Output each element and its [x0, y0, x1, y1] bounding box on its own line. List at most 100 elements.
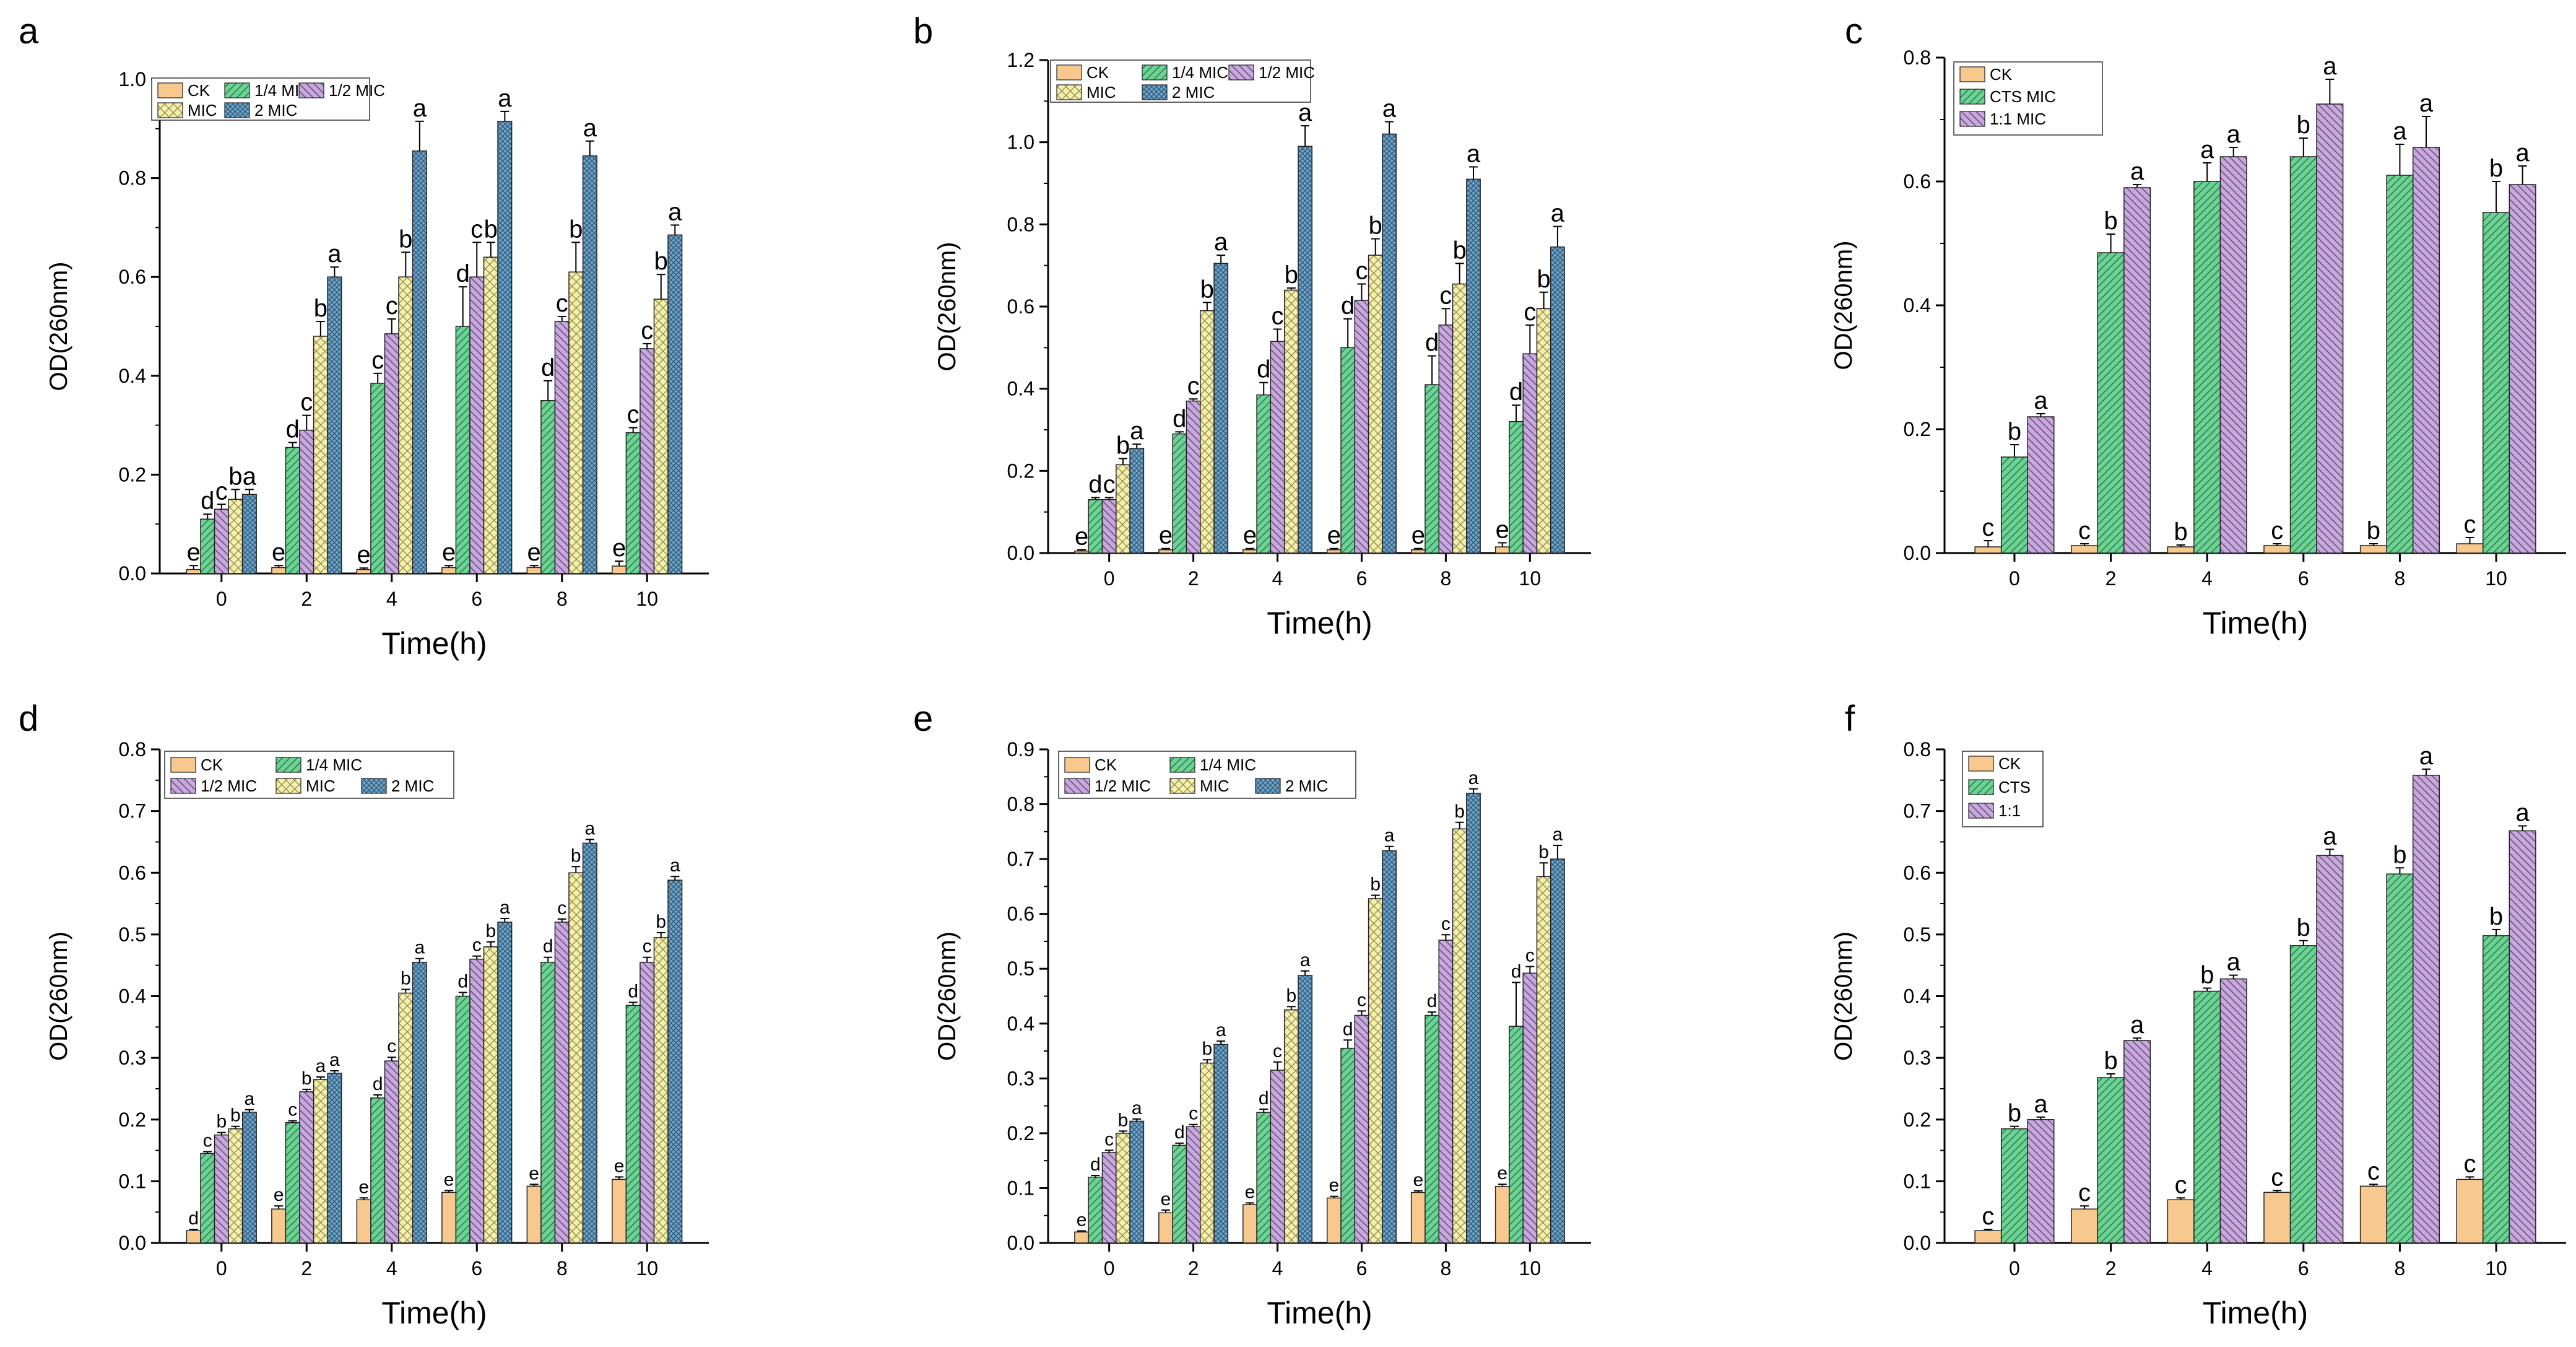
bar-b-mic-t4 [1283, 289, 1299, 554]
bar-d-1-2-mic-t8 [554, 922, 570, 1244]
significance-letter-a: d [541, 354, 555, 381]
y-tick-label-c: 0.6 [1904, 170, 1931, 193]
bar-c-ck-t6 [2263, 545, 2291, 554]
significance-letter-a: d [286, 416, 300, 443]
bar-e-1-4-mic-t4 [1256, 1112, 1272, 1244]
x-tick-label-b: 10 [1519, 567, 1542, 590]
y-tick-label-f: 0.4 [1904, 985, 1931, 1008]
x-tick-label-a: 2 [301, 588, 312, 610]
bar-f-cts-t2 [2097, 1077, 2125, 1244]
bar-b-1-4-mic-t8 [1425, 384, 1440, 554]
bar-e-ck-t0 [1074, 1231, 1089, 1244]
bar-b-ck-t8 [1410, 549, 1426, 554]
legend-label-e: 1/2 MIC [1095, 777, 1151, 795]
bar-e-ck-t10 [1494, 1186, 1510, 1244]
y-tick-label-f: 0.6 [1904, 861, 1931, 884]
bar-f-ck-t8 [2359, 1185, 2387, 1244]
x-tick-label-f: 0 [2009, 1257, 2020, 1279]
significance-letter-e: d [1343, 1019, 1353, 1039]
significance-letter-b: e [1327, 522, 1341, 549]
legend-c: CK CTS MIC 1:1 MIC [1953, 61, 2103, 136]
y-tick-label-d: 0.2 [119, 1109, 146, 1131]
significance-letter-a: a [243, 463, 257, 490]
bar-b-1-2-mic-t6 [1354, 300, 1369, 554]
bar-a-ck-t0 [186, 569, 201, 574]
bar-a-1-2-mic-t10 [640, 348, 655, 574]
legend-swatch-c [1959, 89, 1985, 105]
legend-swatch-f [1968, 803, 1994, 819]
significance-letter-e: d [1174, 1122, 1185, 1143]
significance-letter-a: e [612, 534, 626, 562]
significance-letter-f: c [1982, 1203, 1994, 1230]
significance-letter-a: e [187, 539, 201, 566]
significance-letter-d: d [628, 981, 638, 1001]
legend-label-d: 2 MIC [391, 777, 434, 795]
panel-label-e: e [913, 699, 933, 739]
legend-label-b: 2 MIC [1172, 83, 1215, 102]
bar-a-2-mic-t6 [497, 121, 513, 574]
significance-letter-b: c [1187, 372, 1200, 399]
significance-letter-b: a [1551, 200, 1565, 227]
significance-letter-f: c [2464, 1150, 2476, 1177]
bar-a-2-mic-t2 [327, 276, 342, 574]
bar-f-ck-t0 [1974, 1230, 2002, 1244]
legend-label-e: MIC [1200, 777, 1229, 795]
significance-letter-b: a [1130, 417, 1144, 445]
bar-d-2-mic-t2 [327, 1073, 342, 1244]
bar-a-1-4-mic-t8 [540, 399, 556, 574]
bar-a-mic-t2 [313, 336, 328, 574]
significance-letter-d: a [670, 855, 680, 876]
y-axis-title-d: OD(260nm) [45, 931, 72, 1061]
legend-label-a: 1/2 MIC [329, 81, 385, 100]
legend-swatch-e [1064, 757, 1090, 773]
significance-letter-f: b [2008, 1100, 2021, 1127]
significance-letter-d: b [571, 845, 581, 866]
significance-letter-e: e [1077, 1210, 1087, 1231]
bar-e-1-4-mic-t2 [1172, 1144, 1187, 1244]
significance-letter-e: c [1525, 946, 1535, 966]
legend-label-a: MIC [188, 101, 217, 120]
significance-letter-a: c [471, 216, 483, 243]
significance-letter-d: b [485, 921, 496, 941]
y-tick-label-b: 1.2 [1007, 49, 1034, 71]
y-tick-label-c: 0.4 [1904, 294, 1931, 316]
bar-d-ck-t2 [271, 1208, 287, 1244]
bar-f-cts-t10 [2483, 935, 2510, 1244]
significance-letter-a: c [371, 347, 384, 374]
bar-e-ck-t6 [1326, 1197, 1342, 1244]
x-tick-label-c: 8 [2395, 567, 2406, 590]
significance-letter-d: e [274, 1185, 284, 1205]
significance-letter-d: b [216, 1112, 227, 1132]
bar-a-mic-t0 [228, 499, 243, 574]
bar-b-1-4-mic-t0 [1088, 499, 1103, 554]
bar-e-mic-t0 [1116, 1133, 1130, 1244]
legend-box-b [1050, 59, 1311, 103]
y-tick-label-e: 0.6 [1007, 903, 1034, 925]
x-axis-title-a: Time(h) [381, 626, 487, 661]
legend-label-f: 1:1 [1998, 801, 2021, 820]
y-axis-title-b: OD(260nm) [934, 242, 961, 372]
significance-letter-d: e [529, 1163, 539, 1184]
significance-letter-a: b [228, 463, 242, 490]
significance-letter-a: b [654, 248, 668, 275]
significance-letter-c: c [1982, 514, 1994, 541]
significance-letter-a: b [399, 225, 412, 253]
significance-letter-b: d [1425, 329, 1439, 357]
panel-label-b: b [913, 11, 933, 51]
bar-c-1-1-mic-t10 [2509, 184, 2536, 554]
y-axis-title-e: OD(260nm) [934, 931, 961, 1061]
legend-swatch-d [275, 757, 301, 773]
bar-b-ck-t6 [1326, 549, 1342, 554]
significance-letter-a: d [456, 260, 470, 287]
legend-label-e: CK [1095, 756, 1117, 774]
bar-c-cts-mic-t4 [2193, 181, 2221, 554]
legend-label-a: CK [188, 81, 210, 100]
bar-a-1-4-mic-t10 [625, 432, 641, 574]
y-tick-label-a: 0.8 [119, 167, 146, 190]
significance-letter-c: b [2297, 111, 2310, 139]
bar-f-1-1-t6 [2316, 855, 2344, 1244]
y-tick-label-c: 0.2 [1904, 418, 1931, 440]
significance-letter-b: e [1075, 523, 1088, 551]
y-tick-label-d: 0.0 [119, 1232, 146, 1254]
y-tick-label-b: 0.6 [1007, 295, 1034, 318]
